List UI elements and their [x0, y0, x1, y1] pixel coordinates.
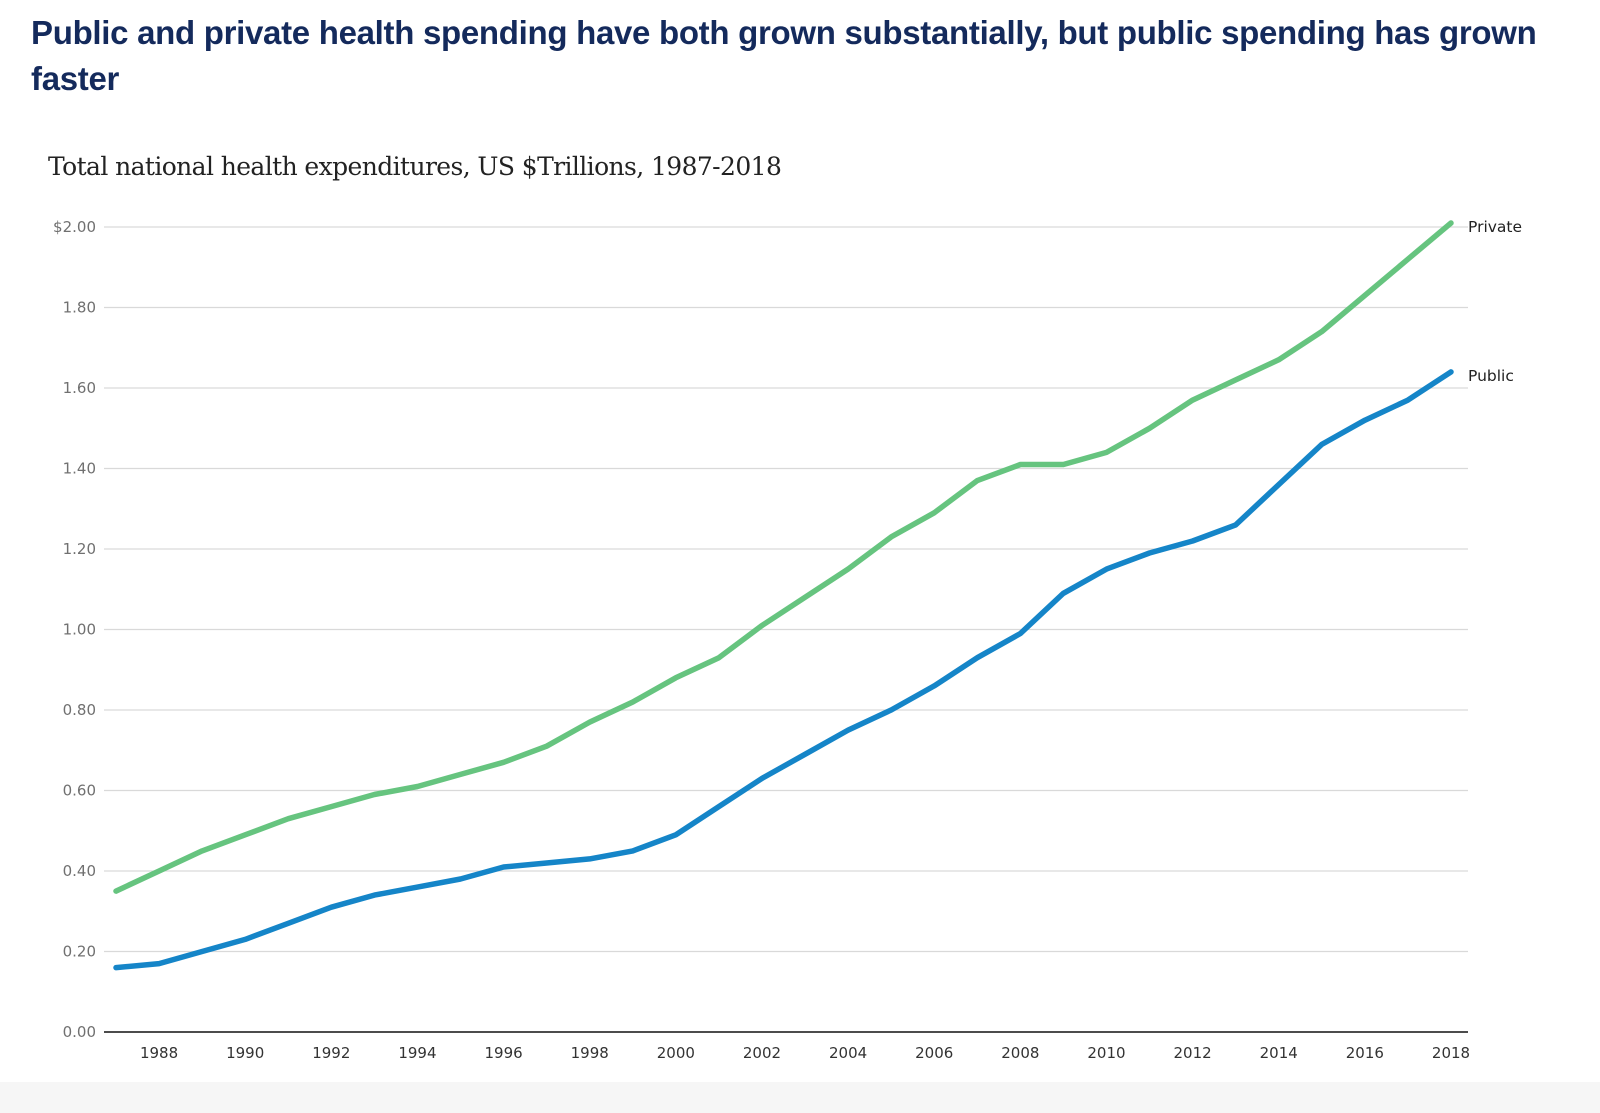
- y-tick-label: 1.80: [63, 299, 96, 317]
- y-axis-ticks: 0.00 0.20 0.40 0.60 0.80 1.00 1.20 1.40 1.60 1.80…: [53, 218, 96, 1041]
- chart-subtitle: Total national health expenditures, US $…: [48, 152, 782, 181]
- series-label-private: Private: [1468, 218, 1522, 236]
- x-tick-label: 1996: [484, 1044, 522, 1062]
- x-tick-label: 2002: [743, 1044, 781, 1062]
- x-tick-label: 1988: [140, 1044, 178, 1062]
- series-labels: Private Public: [1468, 218, 1522, 385]
- y-tick-label: 1.00: [63, 621, 96, 639]
- x-tick-label: 2000: [657, 1044, 695, 1062]
- y-tick-label: 1.60: [63, 379, 96, 397]
- x-tick-label: 2012: [1174, 1044, 1212, 1062]
- series-lines: [113, 220, 1454, 971]
- x-tick-label: 1998: [571, 1044, 609, 1062]
- y-tick-label: 1.20: [63, 540, 96, 558]
- y-tick-label: 0.20: [63, 943, 96, 961]
- y-tick-label: $2.00: [53, 218, 96, 236]
- x-tick-label: 2014: [1260, 1044, 1298, 1062]
- x-tick-label: 1990: [226, 1044, 264, 1062]
- x-axis-ticks: 1988 1990 1992 1994 1996 1998 2000 2002 2004 2006…: [140, 1044, 1470, 1062]
- footer-band: [0, 1082, 1600, 1113]
- x-tick-label: 2016: [1346, 1044, 1384, 1062]
- x-tick-label: 2006: [915, 1044, 953, 1062]
- gridlines: [104, 226, 1468, 953]
- x-tick-label: 1994: [398, 1044, 436, 1062]
- series-line-private: [113, 220, 1454, 894]
- chart-title: Public and private health spending have …: [31, 14, 1537, 97]
- series-line-public: [113, 369, 1454, 971]
- series-label-public: Public: [1468, 367, 1514, 385]
- y-tick-label: 0.60: [63, 782, 96, 800]
- x-tick-label: 2010: [1087, 1044, 1125, 1062]
- x-tick-label: 1992: [312, 1044, 350, 1062]
- y-tick-label: 1.40: [63, 460, 96, 478]
- y-tick-label: 0.00: [63, 1023, 96, 1041]
- y-tick-label: 0.40: [63, 862, 96, 880]
- x-tick-label: 2018: [1432, 1044, 1470, 1062]
- x-tick-label: 2004: [829, 1044, 867, 1062]
- y-tick-label: 0.80: [63, 701, 96, 719]
- x-tick-label: 2008: [1001, 1044, 1039, 1062]
